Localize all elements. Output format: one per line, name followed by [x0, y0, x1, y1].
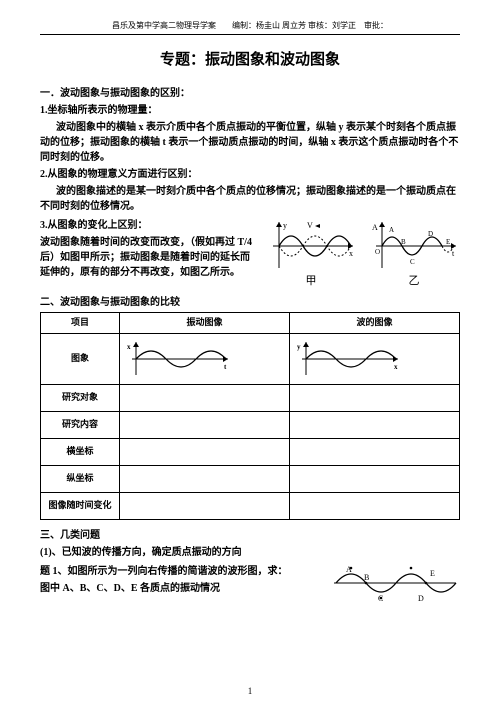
empty-cell — [120, 492, 290, 519]
section1-figures: y x V 甲 — [265, 216, 460, 290]
page: 昌乐及第中学高二物理导学案 编制：杨圭山 周立芳 审核：刘学正 审批： 专题：振… — [0, 0, 500, 706]
empty-cell — [290, 492, 460, 519]
svg-text:D: D — [418, 594, 424, 603]
empty-cell — [120, 411, 290, 438]
q1-line1: 题 1、如图所示为一列向右传播的简谐波的波形图，求： — [40, 564, 324, 579]
page-number: 1 — [0, 685, 500, 699]
section3-heading: 三、几类问题 — [40, 528, 460, 543]
svg-text:A: A — [346, 565, 352, 574]
empty-cell — [290, 411, 460, 438]
empty-cell — [290, 384, 460, 411]
section1-sub1-heading: 1.坐标轴所表示的物理量： — [40, 103, 460, 118]
wave-diagram-yi: A t A B C D E O — [368, 218, 460, 273]
wave-points-diagram: A B C D E — [330, 562, 460, 604]
svg-text:x: x — [394, 363, 398, 371]
table-row: 研究对象 — [41, 384, 460, 411]
section1-heading: 一．波动图象与振动图象的区别： — [40, 86, 460, 101]
vibration-graph-cell: x t — [120, 333, 290, 384]
figure-jia: y x V 甲 — [265, 218, 357, 290]
table-row: 研究内容 — [41, 411, 460, 438]
running-header: 昌乐及第中学高二物理导学案 编制：杨圭山 周立芳 审核：刘学正 审批： — [40, 20, 460, 35]
row-label: 研究对象 — [41, 384, 120, 411]
section1-sub2-heading: 2.从图象的物理意义方面进行区别： — [40, 167, 460, 182]
row-label: 横坐标 — [41, 438, 120, 465]
figure-jia-label: 甲 — [265, 273, 357, 290]
svg-text:x: x — [127, 343, 131, 351]
q1-line2: 图中 A、B、C、D、E 各质点的振动情况 — [40, 581, 324, 596]
section1-sub3-row: 3.从图象的变化上区别： 波动图象随着时间的改变而改变，（假如再过 T/4 后）… — [40, 216, 460, 290]
svg-text:t: t — [224, 363, 227, 371]
table-row: 图象 x t y x — [41, 333, 460, 384]
table-header-row: 项目 振动图像 波的图像 — [41, 313, 460, 334]
svg-text:E: E — [446, 238, 450, 246]
section1-sub1-body: 波动图象中的横轴 x 表示介质中各个质点振动的平衡位置，纵轴 y 表示某个时刻各… — [40, 120, 460, 165]
svg-text:y: y — [297, 343, 301, 351]
empty-cell — [120, 465, 290, 492]
q1-figure: A B C D E — [330, 562, 460, 604]
page-title: 专题：振动图象和波动图象 — [40, 49, 460, 72]
q1-heading: (1)、已知波的传播方向，确定质点振动的方向 — [40, 545, 460, 560]
row-label: 图像随时间变化 — [41, 492, 120, 519]
empty-cell — [120, 384, 290, 411]
empty-cell — [120, 438, 290, 465]
sine-chart-vibration: x t — [124, 339, 234, 379]
col-header: 振动图像 — [120, 313, 290, 334]
section1-sub3-heading: 3.从图象的变化上区别： — [40, 218, 259, 233]
row-label: 研究内容 — [41, 411, 120, 438]
axis-y-label: y — [283, 221, 287, 230]
wave-graph-cell: y x — [290, 333, 460, 384]
svg-text:C: C — [410, 258, 415, 266]
axis-x-label: x — [349, 249, 353, 258]
svg-text:O: O — [375, 248, 380, 256]
axis-y-label: A — [372, 223, 378, 232]
section1-sub2-body: 波的图象描述的是某一时刻介质中各个质点的位移情况；振动图象描述的是一个振动质点在… — [40, 184, 460, 214]
table-row: 横坐标 — [41, 438, 460, 465]
wave-diagram-jia: y x V — [265, 218, 357, 273]
figure-yi: A t A B C D E O 乙 — [368, 218, 460, 290]
section1-sub3-body: 波动图象随着时间的改变而改变，（假如再过 T/4 后）如图甲所示；振动图象是随着… — [40, 235, 259, 280]
table-row: 图像随时间变化 — [41, 492, 460, 519]
svg-text:A: A — [389, 226, 394, 234]
svg-text:B: B — [401, 238, 406, 246]
v-label: V — [307, 221, 313, 230]
q1-row: 题 1、如图所示为一列向右传播的简谐波的波形图，求： 图中 A、B、C、D、E … — [40, 562, 460, 604]
empty-cell — [290, 438, 460, 465]
comparison-table: 项目 振动图像 波的图像 图象 x t — [40, 312, 460, 520]
sine-chart-wave: y x — [294, 339, 404, 379]
section2-heading: 二、波动图象与振动图象的比较 — [40, 295, 460, 310]
row-label: 纵坐标 — [41, 465, 120, 492]
empty-cell — [290, 465, 460, 492]
svg-text:B: B — [364, 573, 369, 582]
row-label: 图象 — [41, 333, 120, 384]
svg-text:E: E — [430, 569, 435, 578]
svg-text:D: D — [428, 230, 433, 238]
col-header: 波的图像 — [290, 313, 460, 334]
table-row: 纵坐标 — [41, 465, 460, 492]
figure-yi-label: 乙 — [368, 273, 460, 290]
col-header: 项目 — [41, 313, 120, 334]
